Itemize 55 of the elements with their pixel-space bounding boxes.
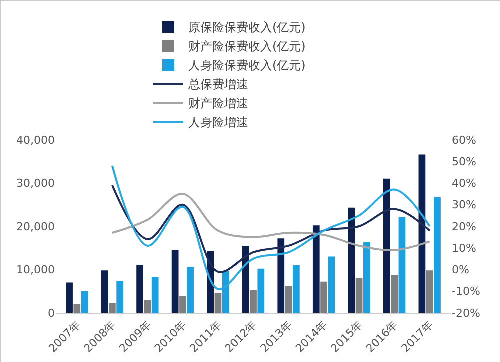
y-tick-label: 10,000	[16, 264, 55, 277]
y2-tick-label: 30%	[452, 198, 476, 212]
bar	[242, 246, 250, 313]
bar	[434, 198, 441, 313]
y2-tick-label: 50%	[452, 155, 476, 168]
bar	[383, 178, 390, 313]
bar	[66, 282, 73, 313]
legend-label: 原保险保费收入(亿元)	[188, 20, 306, 35]
bar	[180, 296, 186, 313]
legend-label: 财产险增速	[188, 96, 248, 111]
bar	[348, 208, 356, 313]
bar	[328, 256, 336, 313]
bar	[398, 216, 406, 313]
bar	[81, 291, 88, 313]
bar	[152, 277, 159, 313]
bar	[136, 264, 144, 313]
line-series	[111, 184, 431, 274]
bar	[426, 270, 434, 313]
bar	[222, 271, 230, 313]
y-tick-label: 0	[48, 306, 55, 320]
bar	[312, 226, 320, 313]
bar	[292, 265, 300, 313]
y2-tick-label: 20%	[452, 220, 476, 234]
bar	[250, 290, 257, 313]
bar	[116, 281, 124, 313]
y2-tick-label: 60%	[452, 134, 476, 147]
bar	[285, 286, 292, 313]
y2-tick-label: 40%	[452, 177, 476, 190]
bar	[214, 293, 222, 313]
legend-label: 总保费增速	[188, 78, 248, 92]
y-tick-label: 30,000	[16, 177, 55, 190]
bar	[74, 304, 81, 313]
y-tick-label: 20,000	[16, 220, 55, 234]
line-series	[111, 193, 431, 252]
bar	[320, 282, 328, 313]
bar	[101, 270, 108, 313]
bar	[364, 242, 370, 313]
line-series	[111, 164, 431, 290]
bar	[172, 250, 179, 313]
legend-label: 人身险增速	[188, 116, 248, 130]
legend-label: 财产险保费收入(亿元)	[188, 40, 306, 54]
bar	[144, 300, 152, 313]
y2-tick-label: 0%	[452, 264, 470, 277]
bar	[356, 278, 363, 313]
bar	[108, 303, 116, 313]
bar	[258, 268, 265, 313]
bar	[418, 154, 426, 313]
bar	[391, 275, 398, 313]
y2-tick-label: -10%	[452, 285, 480, 298]
y2-tick-label: -20%	[452, 306, 480, 320]
y-tick-label: 40,000	[16, 134, 55, 147]
bar	[187, 267, 194, 313]
bar	[278, 238, 285, 313]
legend-label: 人身险保费收入(亿元)	[188, 58, 306, 73]
y2-tick-label: 10%	[452, 242, 476, 255]
